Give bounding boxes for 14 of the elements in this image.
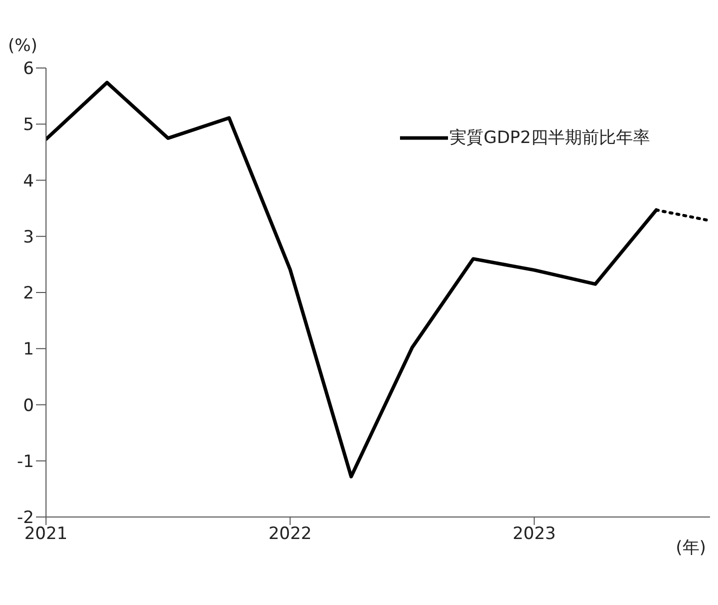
y-tick-label: -1: [17, 452, 34, 472]
y-tick-label: 6: [23, 59, 34, 80]
y-tick-label: 1: [23, 340, 34, 360]
x-tick-label: 2022: [268, 524, 312, 544]
y-tick-label: 3: [23, 227, 34, 248]
y-tick-label: 2: [23, 284, 34, 304]
x-tick-label: 2023: [512, 524, 556, 544]
legend-label: 実質GDP2四半期前比年率: [450, 127, 650, 149]
y-tick-label: 4: [23, 171, 34, 192]
x-tick-label: 2021: [24, 524, 68, 544]
y-tick-label: 5: [23, 115, 34, 136]
y-tick-label: 0: [23, 396, 34, 416]
x-axis-title: (年): [676, 537, 706, 559]
y-axis-title: (%): [8, 36, 38, 56]
